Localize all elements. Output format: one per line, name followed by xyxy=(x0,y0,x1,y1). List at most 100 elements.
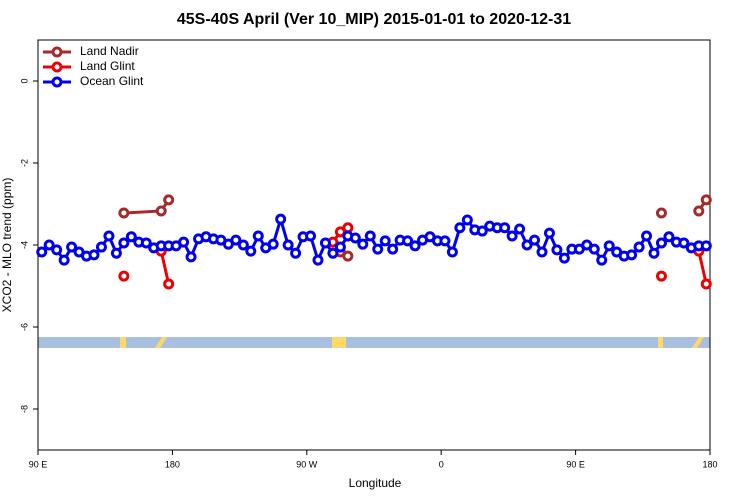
point xyxy=(125,231,137,243)
point xyxy=(58,254,70,266)
point xyxy=(379,235,391,247)
point xyxy=(439,235,451,247)
point xyxy=(648,247,660,259)
point xyxy=(641,230,653,242)
point xyxy=(178,236,190,248)
point xyxy=(140,237,152,249)
point xyxy=(282,239,294,251)
legend-label: Land Nadir xyxy=(80,44,139,58)
point xyxy=(521,239,533,251)
point xyxy=(110,247,122,259)
legend-label: Land Glint xyxy=(80,59,135,73)
point xyxy=(66,241,78,253)
point xyxy=(626,249,638,261)
mask-band xyxy=(38,337,710,348)
point xyxy=(319,237,331,249)
legend-marker xyxy=(51,76,63,88)
point xyxy=(529,234,541,246)
x-tick-label: 0 xyxy=(439,459,444,469)
x-tick-label: 90 E xyxy=(29,459,48,469)
legend-label: Ocean Glint xyxy=(80,74,144,88)
point xyxy=(103,230,115,242)
point xyxy=(372,243,384,255)
point xyxy=(267,238,279,250)
point xyxy=(334,241,346,253)
point xyxy=(499,222,511,234)
point xyxy=(655,237,667,249)
point xyxy=(312,254,324,266)
point xyxy=(551,244,563,256)
point xyxy=(536,246,548,258)
point xyxy=(349,232,361,244)
point xyxy=(88,249,100,261)
point xyxy=(245,245,257,257)
x-tick-label: 90 W xyxy=(296,459,318,469)
point xyxy=(700,240,712,252)
x-axis-label: Longitude xyxy=(349,476,402,490)
y-tick-label: -6 xyxy=(19,323,29,331)
point xyxy=(633,241,645,253)
point xyxy=(364,230,376,242)
point xyxy=(237,239,249,251)
point xyxy=(43,239,55,251)
mask-land xyxy=(332,337,346,348)
point xyxy=(543,227,555,239)
point xyxy=(461,214,473,226)
point xyxy=(357,238,369,250)
y-tick-label: -2 xyxy=(19,159,29,167)
point xyxy=(118,270,130,282)
point xyxy=(51,244,63,256)
series-line xyxy=(697,250,708,285)
point xyxy=(700,278,712,290)
point xyxy=(230,234,242,246)
point xyxy=(693,205,705,217)
series-line xyxy=(159,250,171,285)
point xyxy=(305,230,317,242)
point xyxy=(655,207,667,219)
point xyxy=(558,252,570,264)
surface-mask xyxy=(38,337,710,348)
chart-title: 45S-40S April (Ver 10_MIP) 2015-01-01 to… xyxy=(177,11,571,28)
mask-land xyxy=(155,337,167,348)
mask-land xyxy=(120,337,126,348)
point xyxy=(446,246,458,258)
legend-marker xyxy=(51,61,63,73)
point xyxy=(596,254,608,266)
point xyxy=(185,251,197,263)
legend-marker xyxy=(51,46,63,58)
point xyxy=(454,222,466,234)
point xyxy=(163,194,175,206)
point xyxy=(476,225,488,237)
point xyxy=(252,230,264,242)
point xyxy=(655,270,667,282)
point xyxy=(402,235,414,247)
point xyxy=(36,246,48,258)
point xyxy=(514,223,526,235)
point xyxy=(663,231,675,243)
point xyxy=(290,247,302,259)
point xyxy=(409,240,421,252)
point xyxy=(327,247,339,259)
point xyxy=(603,240,615,252)
y-tick-label: 0 xyxy=(19,78,29,83)
point xyxy=(700,194,712,206)
mask-land xyxy=(692,337,704,348)
y-tick-label: -4 xyxy=(19,241,29,249)
point xyxy=(95,241,107,253)
point xyxy=(118,237,130,249)
point xyxy=(387,243,399,255)
point xyxy=(275,213,287,225)
y-tick-label: -8 xyxy=(19,405,29,413)
point xyxy=(342,250,354,262)
mask-land xyxy=(658,337,663,348)
point xyxy=(163,278,175,290)
x-tick-label: 90 E xyxy=(566,459,585,469)
point xyxy=(506,230,518,242)
x-tick-label: 180 xyxy=(165,459,180,469)
point xyxy=(118,207,130,219)
point xyxy=(588,243,600,255)
y-axis-label: XCO2 - MLO trend (ppm) xyxy=(0,178,14,313)
x-tick-label: 180 xyxy=(702,459,717,469)
point xyxy=(155,205,167,217)
